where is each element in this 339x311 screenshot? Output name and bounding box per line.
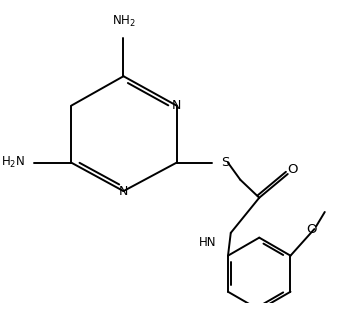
Text: HN: HN — [199, 236, 217, 249]
Text: S: S — [221, 156, 230, 169]
Text: O: O — [306, 223, 317, 235]
Text: H$_2$N: H$_2$N — [1, 155, 25, 170]
Text: O: O — [287, 163, 298, 176]
Text: N: N — [172, 99, 181, 112]
Text: N: N — [119, 185, 128, 197]
Text: NH$_2$: NH$_2$ — [112, 14, 135, 29]
